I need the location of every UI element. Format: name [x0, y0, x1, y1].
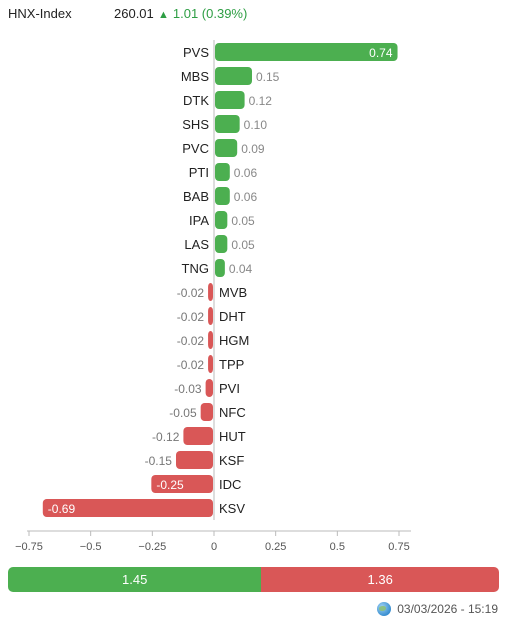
bar-pvs [215, 43, 398, 61]
value-label-hut: -0.12 [152, 430, 180, 444]
breadth-summary-bar: 1.45 1.36 [8, 567, 499, 592]
x-tick-label: 0.5 [330, 541, 345, 553]
category-label-mbs: MBS [181, 69, 210, 84]
category-label-dht: DHT [219, 309, 246, 324]
positive-contribution-segment: 1.45 [8, 567, 262, 592]
globe-icon [377, 602, 392, 616]
category-label-idc: IDC [219, 477, 241, 492]
bar-bab [215, 187, 230, 205]
index-header: HNX-Index 260.01 ▲ 1.01 (0.39%) [8, 6, 498, 24]
category-label-bab: BAB [183, 189, 209, 204]
bar-las [215, 235, 228, 253]
value-label-nfc: -0.05 [169, 406, 197, 420]
bar-pvi [205, 379, 213, 397]
index-change-text: 1.01 (0.39%) [172, 6, 248, 21]
x-tick-label: −0.25 [138, 541, 166, 553]
value-label-bab: 0.06 [234, 190, 258, 204]
positive-total-label: 1.45 [122, 572, 148, 587]
bar-hgm [208, 331, 213, 349]
bar-mvb [208, 283, 213, 301]
value-label-pvc: 0.09 [241, 142, 265, 156]
index-value: 260.01 [114, 6, 154, 21]
value-label-ksf: -0.15 [145, 454, 173, 468]
category-label-hgm: HGM [219, 333, 249, 348]
x-tick-label: −0.5 [80, 541, 102, 553]
bar-pvc [215, 139, 238, 157]
bar-hut [183, 427, 213, 445]
bar-tpp [208, 355, 213, 373]
bar-idc [151, 475, 213, 493]
category-label-tng: TNG [182, 261, 209, 276]
bar-shs [215, 115, 240, 133]
index-change: ▲ 1.01 (0.39%) [158, 6, 247, 21]
category-label-nfc: NFC [219, 405, 246, 420]
value-label-idc: -0.25 [156, 478, 184, 492]
bar-tng [215, 259, 225, 277]
bar-ksf [175, 451, 213, 469]
negative-total-label: 1.36 [367, 572, 393, 587]
value-label-tng: 0.04 [229, 262, 253, 276]
value-label-dht: -0.02 [177, 310, 205, 324]
bar-dtk [215, 91, 245, 109]
bar-nfc [200, 403, 213, 421]
category-label-pti: PTI [189, 165, 209, 180]
up-arrow-icon: ▲ [158, 9, 169, 21]
value-label-mvb: -0.02 [177, 286, 205, 300]
value-label-tpp: -0.02 [177, 358, 205, 372]
bar-ipa [215, 211, 228, 229]
category-label-las: LAS [184, 237, 209, 252]
category-label-shs: SHS [182, 117, 209, 132]
bar-dht [208, 307, 213, 325]
value-label-ksv: -0.69 [48, 502, 76, 516]
category-label-hut: HUT [219, 429, 246, 444]
category-label-ksv: KSV [219, 501, 245, 516]
bar-pti [215, 163, 230, 181]
category-label-tpp: TPP [219, 357, 244, 372]
bar-ksv [42, 499, 213, 517]
value-label-pti: 0.06 [234, 166, 258, 180]
timestamp-footer: 03/03/2026 - 15:19 [377, 602, 498, 616]
category-label-ksf: KSF [219, 453, 244, 468]
category-label-dtk: DTK [183, 93, 209, 108]
value-label-las: 0.05 [231, 238, 255, 252]
value-label-dtk: 0.12 [249, 94, 273, 108]
x-tick-label: 0.75 [388, 541, 409, 553]
timestamp: 03/03/2026 - 15:19 [397, 602, 498, 616]
category-label-mvb: MVB [219, 285, 247, 300]
value-label-pvs: 0.74 [369, 46, 393, 60]
value-label-shs: 0.10 [244, 118, 268, 132]
negative-contribution-segment: 1.36 [261, 567, 499, 592]
bar-mbs [215, 67, 253, 85]
value-label-mbs: 0.15 [256, 70, 280, 84]
contribution-bar-chart: PVS 0.74 MBS 0.15 DTK 0.12 SHS 0.10 PVC 0.09 PTI 0.… [15, 40, 412, 553]
value-label-pvi: -0.03 [174, 382, 202, 396]
category-label-pvs: PVS [183, 45, 209, 60]
category-label-pvi: PVI [219, 381, 240, 396]
value-label-hgm: -0.02 [177, 334, 205, 348]
x-tick-label: 0 [211, 541, 217, 553]
x-tick-label: 0.25 [265, 541, 286, 553]
category-label-pvc: PVC [182, 141, 209, 156]
category-label-ipa: IPA [189, 213, 209, 228]
index-name: HNX-Index [8, 6, 72, 21]
x-tick-label: −0.75 [15, 541, 43, 553]
value-label-ipa: 0.05 [231, 214, 255, 228]
